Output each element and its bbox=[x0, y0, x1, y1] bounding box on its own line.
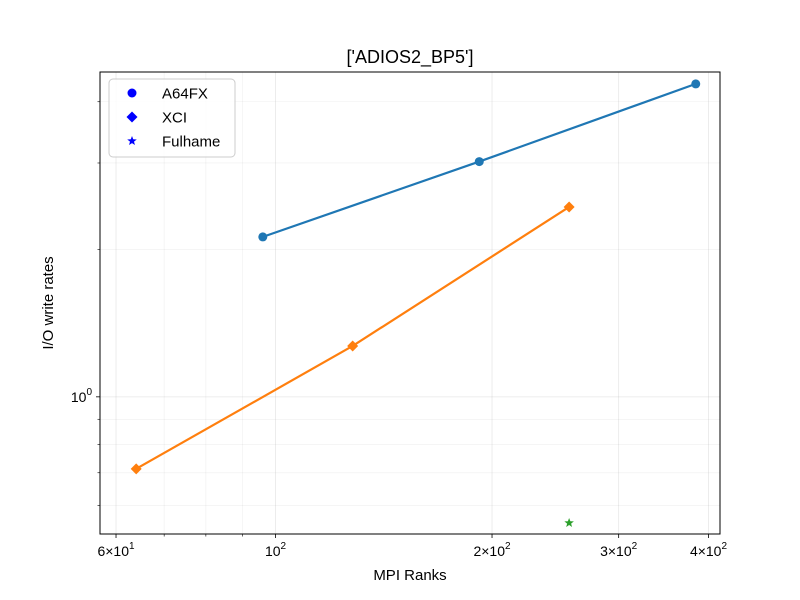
series-layer bbox=[130, 79, 701, 527]
data-point-xci bbox=[347, 340, 359, 352]
legend-marker-fulhame bbox=[127, 136, 137, 146]
x-tick-label: 2×102 bbox=[473, 541, 511, 559]
x-tick-label: 6×101 bbox=[97, 541, 135, 559]
data-point-a64fx bbox=[474, 157, 484, 167]
chart-title: ['ADIOS2_BP5'] bbox=[347, 47, 474, 68]
legend-label-fulhame: Fulhame bbox=[162, 134, 220, 151]
legend-item-fulhame: Fulhame bbox=[127, 134, 220, 151]
x-tick-label: 3×102 bbox=[600, 541, 638, 559]
plot-frame bbox=[99, 71, 721, 535]
x-tick-label: 102 bbox=[265, 541, 287, 559]
y-tick-label: 100 bbox=[71, 387, 93, 405]
legend-label-a64fx: A64FX bbox=[162, 86, 208, 103]
legend-item-a64fx: A64FX bbox=[127, 86, 208, 103]
legend-marker-xci bbox=[126, 111, 138, 123]
data-point-a64fx bbox=[258, 232, 268, 242]
series-a64fx bbox=[258, 79, 701, 242]
legend-label-xci: XCI bbox=[162, 110, 187, 127]
legend: A64FX XCI Fulhame bbox=[108, 78, 236, 158]
data-point-fulhame bbox=[564, 517, 574, 527]
legend-item-xci: XCI bbox=[126, 110, 187, 127]
series-xci bbox=[130, 201, 575, 475]
x-tick-label: 4×102 bbox=[690, 541, 728, 559]
grid bbox=[100, 72, 720, 534]
x-axis-label: MPI Ranks bbox=[373, 567, 446, 584]
legend-marker-a64fx bbox=[127, 88, 137, 98]
axis-ticks: 6×101 102 2×102 3×102 4×102 100 bbox=[71, 101, 728, 559]
series-fulhame bbox=[564, 517, 574, 527]
data-point-a64fx bbox=[691, 79, 701, 89]
data-point-xci bbox=[130, 463, 142, 475]
y-axis-label: I/O write rates bbox=[40, 256, 57, 349]
data-point-xci bbox=[563, 201, 575, 213]
legend-box bbox=[108, 78, 236, 158]
